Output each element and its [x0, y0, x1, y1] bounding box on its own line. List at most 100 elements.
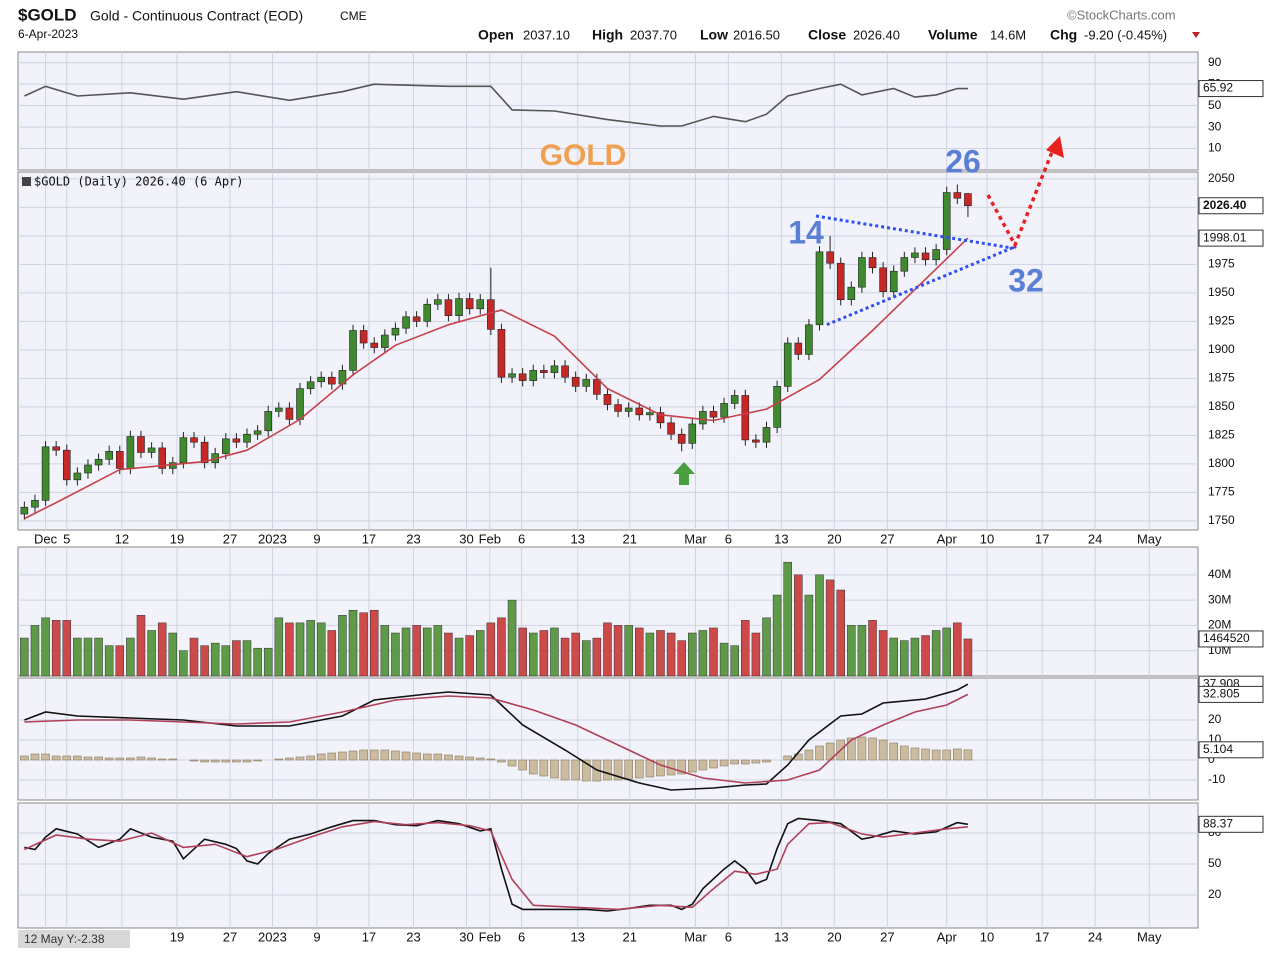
histogram-bar — [412, 752, 421, 761]
volume-bar — [868, 620, 877, 677]
value-box — [1198, 80, 1264, 98]
candle-body — [794, 342, 803, 355]
volume-bar — [412, 625, 421, 677]
histogram-bar — [677, 759, 686, 775]
candle-body — [889, 270, 898, 293]
y-tick-label: 20M — [1208, 618, 1231, 632]
volume-bar — [645, 632, 655, 677]
histogram-bar — [730, 759, 739, 765]
histogram-bar — [518, 759, 527, 771]
value-box — [1198, 741, 1264, 759]
volume-bar — [847, 625, 856, 677]
annotation-title: GOLD — [540, 139, 627, 172]
x-tick-label: 27 — [880, 531, 894, 546]
candle-body — [720, 403, 728, 418]
volume-bar — [83, 637, 93, 677]
candle-body — [73, 472, 82, 481]
y-tick-label: 1875 — [1208, 371, 1235, 385]
histogram-bar — [878, 739, 888, 761]
volume-bar — [327, 630, 337, 677]
volume-bar — [104, 645, 114, 677]
histogram-bar — [613, 759, 623, 781]
histogram-bar — [507, 759, 517, 767]
volume-bar — [878, 630, 888, 677]
histogram-bar — [126, 757, 135, 761]
y-tick-label: 1775 — [1208, 485, 1235, 499]
x-tick-label: 24 — [1088, 929, 1102, 944]
y-tick-label: 40M — [1208, 567, 1231, 581]
source: ©StockCharts.com — [1067, 7, 1176, 22]
x-tick-label: 17 — [362, 929, 376, 944]
triangle-pattern — [815, 214, 1018, 327]
histogram-bar — [285, 757, 294, 761]
volume-bar — [762, 617, 771, 677]
y-tick-label: 2050 — [1208, 171, 1235, 185]
candle-body — [328, 376, 336, 385]
candle-body — [730, 395, 739, 404]
x-tick-label: 30 — [459, 531, 473, 546]
volume-bar — [306, 620, 315, 677]
volume-bar — [316, 622, 326, 677]
volume-bar — [391, 632, 400, 677]
x-tick-label: 10 — [980, 929, 994, 944]
candle-body — [391, 327, 400, 336]
volume-bar — [62, 620, 72, 677]
quote-value: 2037.10 — [523, 27, 570, 42]
volume-bar — [529, 632, 538, 677]
x-tick-label: 19 — [170, 531, 184, 546]
histogram-bar — [295, 756, 305, 761]
histogram-bar — [136, 756, 146, 761]
candle-body — [62, 449, 71, 481]
volume-bar — [550, 627, 559, 677]
histogram-bar — [571, 759, 580, 781]
volume-bar — [274, 617, 284, 677]
volume-bar — [253, 647, 262, 677]
annotations: $GOLD Gold - Continuous Contract (EOD) C… — [18, 5, 1200, 948]
volume-bar — [454, 637, 464, 677]
volume-bar — [963, 638, 973, 677]
candle-body — [84, 464, 92, 474]
histogram-bar — [232, 759, 241, 763]
candle-body — [550, 365, 559, 373]
volume-bar — [730, 645, 739, 677]
y-tick-label: 30M — [1208, 592, 1231, 606]
x-tick-label: Apr — [937, 531, 958, 546]
candle-body — [624, 407, 633, 412]
histogram-bar — [30, 753, 40, 761]
histogram-bar — [94, 756, 103, 761]
histogram-bar — [656, 759, 665, 777]
candle-body — [444, 299, 453, 316]
x-tick-label: 12 — [115, 531, 129, 546]
volume-bar — [921, 635, 930, 677]
x-tick-label: Feb — [479, 929, 501, 944]
histogram-bar — [73, 755, 82, 761]
histogram-bar — [550, 759, 559, 779]
candle-body — [932, 249, 940, 261]
candle-body — [858, 257, 866, 288]
volume-bar — [221, 645, 231, 677]
histogram-bar — [454, 755, 464, 761]
x-tick-label: 17 — [362, 531, 376, 546]
volume-bar — [465, 635, 474, 677]
x-tick-label: Feb — [479, 531, 501, 546]
histogram-bar — [338, 751, 347, 761]
y-tick-label: 20 — [1208, 887, 1222, 901]
x-tick-label: Dec — [34, 531, 58, 546]
volume-bar — [560, 637, 570, 677]
volume-bar — [836, 589, 845, 677]
candle-body — [911, 252, 919, 258]
candle-body — [381, 334, 389, 348]
candle-body — [667, 422, 675, 435]
histogram-bar — [804, 749, 814, 761]
line — [24, 237, 969, 520]
annotation-right: 32 — [1008, 262, 1044, 298]
y-tick-label: 1975 — [1208, 257, 1235, 271]
candle-body — [603, 394, 612, 405]
candle-body — [232, 438, 241, 443]
volume-bar — [200, 645, 209, 677]
volume-bar — [295, 622, 305, 677]
histogram-bar — [740, 759, 750, 765]
candle-body — [105, 451, 113, 460]
candle-body — [646, 412, 654, 416]
